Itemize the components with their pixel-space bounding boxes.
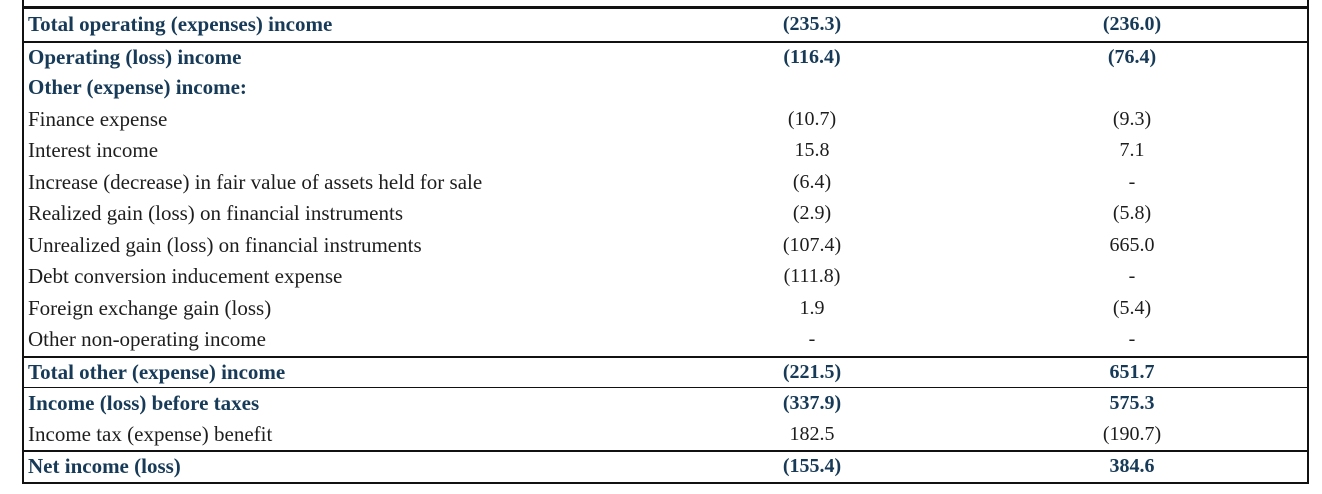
value-col2: 384.6	[1109, 455, 1155, 478]
value-col2: (76.4)	[1107, 45, 1157, 68]
value-col1: (10.7)	[787, 107, 837, 130]
table-row: Debt conversion inducement expense (111.8…	[24, 261, 1307, 293]
row-label: Foreign exchange gain (loss)	[28, 295, 272, 320]
row-label: Total operating (expenses) income	[28, 12, 333, 37]
value-col2: -	[1128, 170, 1136, 193]
row-label: Interest income	[28, 138, 159, 163]
table-row: Total operating (expenses) income (235.3)…	[24, 9, 1307, 41]
value-col1: (2.9)	[792, 202, 832, 225]
table-row: Foreign exchange gain (loss) 1.9 (5.4)	[24, 293, 1307, 325]
value-col1: 15.8	[794, 139, 830, 162]
value-col2: -	[1128, 265, 1136, 288]
value-col2: (5.4)	[1112, 296, 1152, 319]
cut-off-previous-row	[22, 0, 1309, 6]
value-col2: (9.3)	[1112, 107, 1152, 130]
value-col1: (221.5)	[782, 360, 842, 383]
row-label: Unrealized gain (loss) on financial inst…	[28, 232, 422, 257]
value-col1: (235.3)	[782, 13, 842, 36]
income-statement-table: Total operating (expenses) income (235.3)…	[22, 6, 1309, 484]
value-col1: (116.4)	[783, 45, 841, 68]
table-row: Interest income 15.8 7.1	[24, 135, 1307, 167]
row-label: Net income (loss)	[28, 454, 181, 479]
table-row: Other (expense) income:	[24, 72, 1307, 104]
value-col2: 7.1	[1119, 139, 1145, 162]
row-label: Finance expense	[28, 106, 168, 131]
table-row: Income tax (expense) benefit 182.5 (190.7)	[24, 419, 1307, 451]
row-label: Debt conversion inducement expense	[28, 264, 343, 289]
value-col1: (155.4)	[782, 455, 842, 478]
row-label: Total other (expense) income	[28, 359, 286, 384]
row-label: Other non-operating income	[28, 327, 266, 352]
row-label: Other (expense) income:	[28, 75, 247, 100]
table-row: Other non-operating income - -	[24, 324, 1307, 356]
table-row: Realized gain (loss) on financial instru…	[24, 198, 1307, 230]
value-col2: (5.8)	[1112, 202, 1152, 225]
value-col2: (190.7)	[1102, 422, 1162, 445]
row-label: Realized gain (loss) on financial instru…	[28, 201, 403, 226]
row-label: Income tax (expense) benefit	[28, 421, 273, 446]
value-col2: 575.3	[1109, 391, 1155, 414]
row-label: Operating (loss) income	[28, 44, 242, 69]
value-col2: -	[1128, 328, 1136, 351]
value-col1: 182.5	[789, 422, 835, 445]
value-col1: (337.9)	[782, 391, 842, 414]
value-col2: (236.0)	[1102, 13, 1162, 36]
table-row: Unrealized gain (loss) on financial inst…	[24, 230, 1307, 262]
value-col1: 1.9	[799, 296, 825, 319]
table-row: Income (loss) before taxes (337.9) 575.3	[24, 387, 1307, 419]
value-col1: (107.4)	[782, 233, 842, 256]
table-row: Total other (expense) income (221.5) 651.7	[24, 355, 1307, 388]
table-row: Net income (loss) (155.4) 384.6	[24, 450, 1307, 482]
value-col1: -	[808, 328, 816, 351]
value-col2: 651.7	[1109, 360, 1155, 383]
value-col1: (111.8)	[783, 265, 841, 288]
table-row: Finance expense (10.7) (9.3)	[24, 104, 1307, 136]
value-col1: (6.4)	[792, 170, 832, 193]
value-col2: 665.0	[1109, 233, 1155, 256]
table-row: Operating (loss) income (116.4) (76.4)	[24, 40, 1307, 73]
row-label: Income (loss) before taxes	[28, 390, 260, 415]
table-row: Increase (decrease) in fair value of ass…	[24, 167, 1307, 199]
row-label: Increase (decrease) in fair value of ass…	[28, 169, 483, 194]
